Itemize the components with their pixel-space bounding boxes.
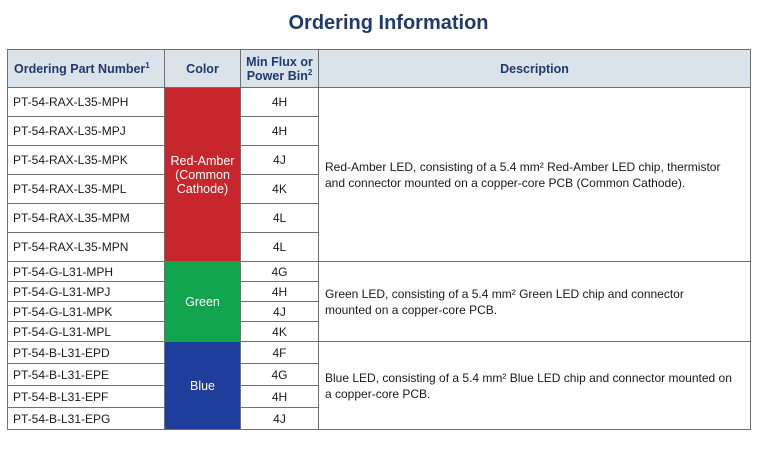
flux-bin-cell: 4K [240,321,319,342]
table-row: PT-54-B-L31-EPG 4J [7,407,751,430]
flux-bin-cell: 4K [240,174,319,204]
part-number-cell: PT-54-B-L31-EPG [7,407,165,430]
table-row: PT-54-G-L31-MPJ 4H [7,281,751,302]
table-row: PT-54-RAX-L35-MPM 4L [7,203,751,233]
part-number-cell: PT-54-RAX-L35-MPH [7,87,165,117]
color-cell: Blue [164,341,241,430]
color-label: Blue [189,378,216,393]
color-label: Cathode) [176,181,229,196]
color-label: Green [185,294,220,309]
description-cell: Blue LED, consisting of a 5.4 mm² Blue L… [318,341,751,430]
header-color: Color [164,49,241,88]
table-row: PT-54-RAX-L35-MPN 4L [7,232,751,262]
header-part-number: Ordering Part Number1 [7,49,165,88]
part-number-cell: PT-54-B-L31-EPE [7,363,165,386]
description-line: mounted on a copper-core PCB. [325,302,498,317]
part-number-cell: PT-54-RAX-L35-MPJ [7,116,165,146]
part-number-cell: PT-54-RAX-L35-MPN [7,232,165,262]
table-row: PT-54-RAX-L35-MPK 4J [7,145,751,175]
table-row: PT-54-RAX-L35-MPJ 4H [7,116,751,146]
flux-bin-cell: 4H [240,281,319,302]
description-line: Green LED, consisting of a 5.4 mm² Green… [325,286,684,301]
flux-bin-cell: 4H [240,385,319,408]
page-title: Ordering Information [288,12,489,34]
description-cell: Red-Amber LED, consisting of a 5.4 mm² R… [318,87,751,262]
part-number-cell: PT-54-B-L31-EPF [7,385,165,408]
part-number-cell: PT-54-G-L31-MPL [7,321,165,342]
flux-bin-cell: 4L [240,232,319,262]
flux-bin-cell: 4F [240,341,319,364]
color-label: Red-Amber [170,153,235,168]
table-row: PT-54-RAX-L35-MPL 4K [7,174,751,204]
part-number-cell: PT-54-G-L31-MPH [7,261,165,282]
flux-bin-cell: 4J [240,301,319,322]
color-label: (Common [175,167,230,182]
table-row: PT-54-B-L31-EPD Blue 4F Blue LED, consistin… [7,341,751,430]
part-number-cell: PT-54-RAX-L35-MPK [7,145,165,175]
part-number-cell: PT-54-G-L31-MPK [7,301,165,322]
flux-bin-cell: 4G [240,261,319,282]
color-cell: Red-Amber (Common Cathode) [164,87,241,262]
description-line: Red-Amber LED, consisting of a 5.4 mm² R… [325,159,721,174]
part-number-cell: PT-54-RAX-L35-MPM [7,203,165,233]
description-cell: Green LED, consisting of a 5.4 mm² Green… [318,261,751,342]
table-row: PT-54-G-L31-MPH Green 4G Green LED, consist… [7,261,751,342]
flux-bin-cell: 4L [240,203,319,233]
flux-bin-cell: 4H [240,87,319,117]
part-number-cell: PT-54-B-L31-EPD [7,341,165,364]
description-line: a copper-core PCB. [325,386,431,401]
flux-bin-cell: 4G [240,363,319,386]
table-row: PT-54-RAX-L35-MPH Red-Amber (Common Cathode… [7,87,751,262]
flux-bin-cell: 4J [240,145,319,175]
part-number-cell: PT-54-G-L31-MPJ [7,281,165,302]
flux-bin-cell: 4J [240,407,319,430]
ordering-table: Ordering Part Number1 Color Min Flux or P… [7,49,751,430]
flux-bin-cell: 4H [240,116,319,146]
description-line: and connector mounted on a copper-core P… [325,175,686,190]
description-line: Blue LED, consisting of a 5.4 mm² Blue L… [325,370,732,385]
color-cell: Green [164,261,241,342]
header-description: Description [318,49,751,88]
part-number-cell: PT-54-RAX-L35-MPL [7,174,165,204]
header-min-flux: Min Flux or Power Bin2 [240,49,319,88]
